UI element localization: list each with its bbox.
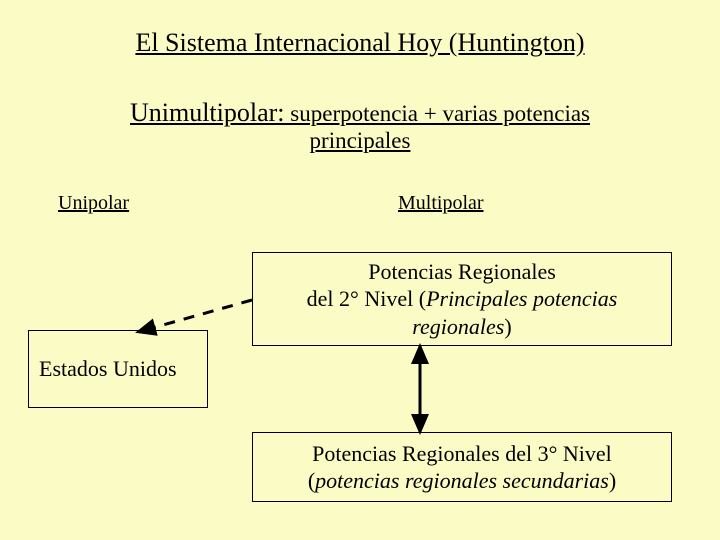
- column-label-unipolar: Unipolar: [58, 192, 129, 215]
- slide-canvas: El Sistema Internacional Hoy (Huntington…: [0, 0, 720, 540]
- box-level-3: Potencias Regionales del 3° Nivel (poten…: [252, 432, 672, 502]
- subtitle-lead: Unimultipolar:: [130, 98, 285, 127]
- box-level-2: Potencias Regionales del 2° Nivel (Princ…: [252, 252, 672, 346]
- slide-subtitle: Unimultipolar: superpotencia + varias po…: [0, 98, 720, 154]
- subtitle-rest-1: superpotencia + varias potencias: [285, 101, 590, 126]
- box-l3-text: Potencias Regionales del 3° Nivel (poten…: [308, 440, 616, 495]
- slide-title: El Sistema Internacional Hoy (Huntington…: [0, 28, 720, 58]
- column-label-multipolar: Multipolar: [398, 192, 484, 215]
- box-usa-text: Estados Unidos: [39, 355, 177, 383]
- box-estados-unidos: Estados Unidos: [28, 330, 208, 408]
- subtitle-rest-2: principales: [310, 128, 411, 153]
- box-l2-text: Potencias Regionales del 2° Nivel (Princ…: [307, 258, 618, 341]
- arrow-l2-to-usa: [138, 300, 252, 332]
